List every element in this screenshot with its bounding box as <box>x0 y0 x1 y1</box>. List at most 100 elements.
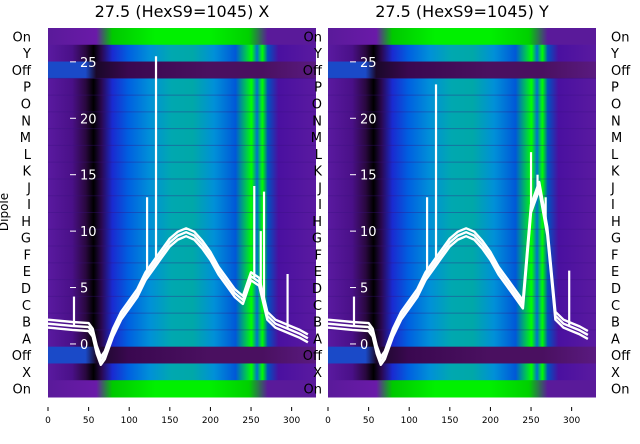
row-label-left: C <box>22 299 31 314</box>
row-label-right: X <box>611 366 620 381</box>
x-tick-label: 300 <box>283 416 300 426</box>
row-label-right: O <box>611 97 621 112</box>
row-label-left: On <box>13 30 31 45</box>
row-label-left: I <box>27 198 31 213</box>
heatmap-row <box>328 178 596 197</box>
heatmap-row <box>328 28 596 46</box>
row-label-left: J <box>26 181 31 196</box>
row-label-left: K <box>22 165 31 180</box>
row-label-left: F <box>24 248 31 263</box>
overlay-tick-label: 25 <box>80 56 97 71</box>
heatmap-row <box>48 246 316 264</box>
row-label-middle: A <box>313 332 322 347</box>
x-tick-label: 250 <box>522 416 539 426</box>
row-label-left: Off <box>12 349 32 364</box>
row-label-middle: I <box>318 198 322 213</box>
heatmap-row <box>48 28 316 46</box>
row-label-right: M <box>611 131 622 146</box>
row-label-middle: P <box>314 81 322 96</box>
panel-title: 27.5 (HexS9=1045) Y <box>375 2 549 21</box>
row-label-right: E <box>611 265 619 280</box>
row-label-right: Off <box>611 349 631 364</box>
row-label-right: Off <box>611 64 631 79</box>
row-label-middle: Y <box>313 47 322 62</box>
heatmap-row <box>48 61 316 79</box>
overlay-tick-label: 25 <box>360 56 377 71</box>
row-label-left: G <box>21 232 31 247</box>
row-label-right: C <box>611 299 620 314</box>
heatmap-row <box>328 279 596 297</box>
heatmap-row <box>48 346 316 364</box>
row-label-left: On <box>13 383 31 398</box>
x-tick-label: 300 <box>563 416 580 426</box>
row-label-left: X <box>22 366 31 381</box>
overlay-tick-label: 10 <box>80 225 97 240</box>
row-label-right: L <box>611 148 619 163</box>
row-label-right: B <box>611 316 620 331</box>
heatmap-row <box>328 145 596 163</box>
x-tick-label: 0 <box>45 416 51 426</box>
overlay-tick-label: 15 <box>360 169 377 184</box>
y-axis-title: Dipole <box>0 193 11 231</box>
row-label-middle: Off <box>303 64 323 79</box>
row-label-middle: On <box>304 383 322 398</box>
heatmap-row <box>48 296 316 314</box>
heatmap-row <box>328 95 596 113</box>
row-label-left: N <box>21 114 31 129</box>
row-label-right: P <box>611 81 619 96</box>
overlay-tick-label: 5 <box>80 282 88 297</box>
x-tick-label: 50 <box>363 416 375 426</box>
row-label-middle: On <box>304 30 322 45</box>
row-label-right: G <box>611 232 621 247</box>
overlay-tick-label: 20 <box>360 112 377 127</box>
row-label-middle: N <box>312 114 322 129</box>
heatmap-row <box>328 363 596 381</box>
row-label-right: D <box>611 282 621 297</box>
x-tick-label: 100 <box>121 416 138 426</box>
row-label-left: E <box>23 265 31 280</box>
row-label-right: A <box>611 332 620 347</box>
row-label-right: Y <box>610 47 619 62</box>
x-tick-label: 150 <box>161 416 178 426</box>
x-tick-label: 150 <box>441 416 458 426</box>
heatmap-row <box>48 145 316 163</box>
row-label-middle: X <box>313 366 322 381</box>
row-label-left: B <box>22 316 31 331</box>
overlay-tick-label: 5 <box>360 282 368 297</box>
row-label-middle: G <box>312 232 322 247</box>
heatmap-row <box>48 95 316 113</box>
heatmap-row <box>48 380 316 398</box>
overlay-series-line <box>47 227 309 359</box>
row-label-right: On <box>611 30 629 45</box>
row-label-right: N <box>611 114 621 129</box>
row-label-middle: E <box>314 265 322 280</box>
x-tick-label: 50 <box>83 416 95 426</box>
row-label-middle: M <box>311 131 322 146</box>
x-tick-label: 200 <box>482 416 499 426</box>
row-label-left: L <box>24 148 32 163</box>
heatmap-row <box>48 178 316 197</box>
heatmap-row <box>328 128 596 146</box>
row-label-right: On <box>611 383 629 398</box>
overlay-tick-label: 10 <box>360 225 377 240</box>
row-label-left: O <box>21 97 31 112</box>
panel-title: 27.5 (HexS9=1045) X <box>95 2 270 21</box>
heatmap-row <box>48 78 316 96</box>
heatmap-row <box>328 111 596 130</box>
row-label-right: K <box>611 165 620 180</box>
heatmap-row <box>328 296 596 314</box>
row-label-left: H <box>21 215 31 230</box>
row-label-right: J <box>610 181 615 196</box>
row-label-left: D <box>21 282 31 297</box>
row-label-middle: B <box>313 316 322 331</box>
heatmap-row <box>328 162 596 180</box>
heatmap-row <box>328 262 596 281</box>
x-tick-label: 200 <box>202 416 219 426</box>
x-tick-label: 100 <box>401 416 418 426</box>
heatmap-row <box>48 262 316 281</box>
row-label-middle: J <box>317 181 322 196</box>
row-label-middle: F <box>315 248 322 263</box>
overlay-tick-label: 20 <box>80 112 97 127</box>
